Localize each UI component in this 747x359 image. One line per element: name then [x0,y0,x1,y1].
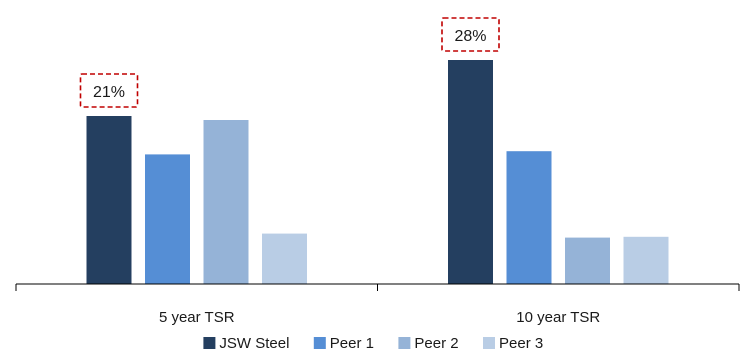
legend-label: Peer 2 [414,335,458,352]
bar-jsw-steel-5-year-tsr [86,116,132,284]
legend-swatch [398,337,411,349]
data-label-5-year-tsr: 21% [93,84,125,101]
bar-peer-2-5-year-tsr [203,120,249,284]
legend-label: Peer 1 [330,335,374,352]
legend: JSW Steel Peer 1 Peer 2 Peer 3 [203,335,543,352]
legend-label: Peer 3 [499,335,543,352]
bar-peer-2-10-year-tsr [565,237,610,284]
x-tick-label: 10 year TSR [516,309,600,326]
legend-label: JSW Steel [219,335,289,352]
bar-jsw-steel-10-year-tsr [448,60,493,284]
x-axis: 5 year TSR 10 year TSR [15,283,740,326]
x-tick-label: 5 year TSR [159,309,235,326]
legend-item-peer-3: Peer 3 [483,335,543,352]
bar-peer-1-5-year-tsr [145,154,190,284]
data-labels-group: 21% 28% [79,17,500,108]
data-label-10-year-tsr: 28% [454,28,486,45]
legend-item-peer-1: Peer 1 [313,335,374,352]
legend-swatch [483,337,495,349]
data-label-box [441,17,500,52]
bar-peer-3-10-year-tsr [623,236,669,284]
legend-swatch [313,337,326,349]
legend-item-peer-2: Peer 2 [398,335,459,352]
bar-peer-3-5-year-tsr [262,233,307,284]
bar-peer-1-10-year-tsr [506,151,552,284]
legend-item-jsw-steel: JSW Steel [203,335,289,352]
data-label-box [79,73,139,108]
legend-swatch [203,337,216,349]
bars-group [86,60,669,284]
